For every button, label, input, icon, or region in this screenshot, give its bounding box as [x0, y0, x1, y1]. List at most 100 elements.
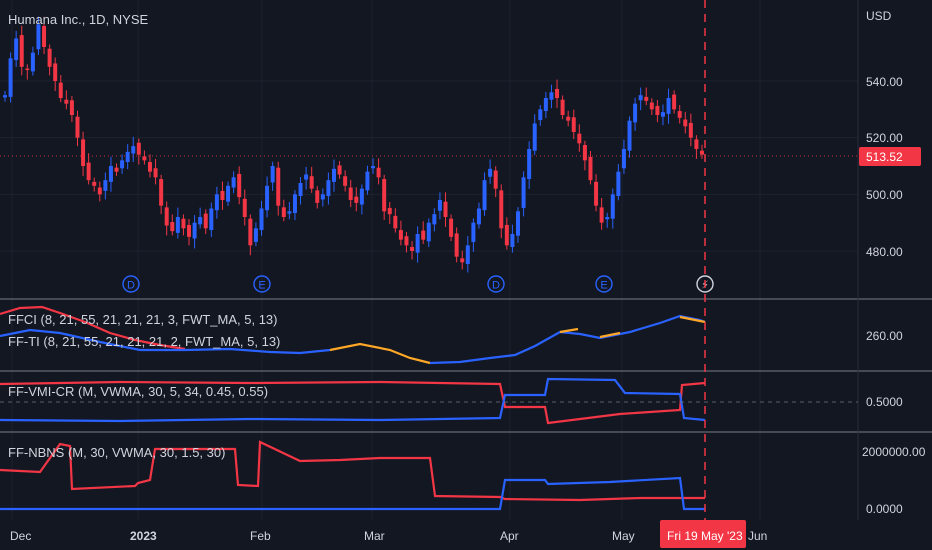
candle-body [58, 82, 63, 98]
event-marker-circle [696, 275, 714, 293]
candle-body [214, 194, 219, 211]
candle-body [488, 168, 493, 177]
candle-body [694, 139, 699, 149]
candle-body [644, 96, 649, 101]
candle-body [14, 38, 19, 61]
candle-body [226, 185, 231, 202]
candle-body [36, 24, 41, 50]
event-marker-label: E [258, 280, 265, 292]
candle-body [443, 201, 448, 217]
date-badge [660, 520, 746, 548]
candle-body [577, 133, 582, 144]
nbns-line-blue [0, 476, 705, 511]
ffti-line-orange [599, 331, 621, 339]
candle-body [153, 168, 158, 178]
vmi-tick: 0.5000 [866, 395, 903, 409]
candle-body [276, 167, 281, 206]
indicator-layer [0, 305, 706, 511]
candle-body [337, 165, 342, 175]
candle-body [259, 208, 264, 231]
candle-body [354, 196, 359, 203]
candle-body [75, 116, 80, 138]
candle-body [700, 150, 704, 155]
candle-body [421, 230, 426, 240]
ffci-line [0, 305, 186, 351]
candle-body [588, 156, 593, 181]
ffti-line [184, 347, 331, 355]
vmi-line-red [0, 380, 706, 425]
candles-layer [3, 16, 704, 273]
candle-body [465, 245, 470, 265]
symbol-title[interactable]: Humana Inc., 1D, NYSE [8, 12, 148, 27]
candle-body [672, 94, 677, 110]
candle-body [281, 207, 286, 217]
candle-body [560, 99, 565, 115]
candle-body [198, 217, 203, 225]
candle-body [120, 160, 125, 169]
candle-body [265, 185, 270, 211]
candle-body [69, 100, 74, 115]
candle-body [192, 222, 197, 239]
ffci-label[interactable]: FFCI (8, 21, 55, 21, 21, 21, 3, FWT_MA, … [8, 312, 278, 327]
x-tick: Jun [748, 529, 767, 543]
candle-body [30, 52, 35, 72]
event-marker[interactable]: E [595, 275, 613, 293]
candle-body [638, 95, 643, 101]
candle-body [242, 198, 247, 217]
candle-body [371, 166, 376, 169]
price-tick: 500.00 [866, 188, 903, 202]
vmi-label[interactable]: FF-VMI-CR (M, VWMA, 30, 5, 34, 0.45, 0.5… [8, 384, 268, 399]
candle-body [460, 258, 465, 263]
candle-body [382, 179, 387, 212]
event-marker-circle [122, 275, 140, 293]
candle-body [97, 187, 102, 195]
candle-body [393, 215, 398, 229]
nbns-label[interactable]: FF-NBNS (M, 30, VWMA, 30, 1.5, 30) [8, 445, 225, 460]
candle-body [627, 120, 632, 151]
event-marker-label: E [600, 280, 607, 292]
candle-body [187, 224, 192, 237]
candle-body [209, 208, 214, 231]
candle-body [571, 117, 576, 132]
event-marker[interactable]: E [253, 275, 271, 293]
candle-body [482, 180, 487, 211]
candle-body [343, 176, 348, 186]
candle-body [47, 48, 52, 67]
candle-body [499, 190, 504, 229]
candle-body [253, 228, 258, 242]
candle-body [376, 167, 381, 178]
price-tick: 480.00 [866, 245, 903, 259]
candle-body [231, 177, 236, 188]
candle-body [538, 109, 543, 121]
x-tick: Apr [500, 529, 519, 543]
event-marker[interactable]: D [122, 275, 140, 293]
candle-body [616, 171, 621, 197]
grid-layer [0, 0, 858, 520]
candle-body [404, 236, 409, 246]
candle-body [493, 170, 498, 189]
candle-body [19, 35, 24, 67]
candle-body [220, 190, 225, 200]
candle-body [181, 218, 186, 229]
candle-body [527, 149, 532, 180]
candle-body [521, 177, 526, 208]
candle-body [398, 230, 403, 240]
candle-body [92, 181, 97, 186]
candle-body [610, 194, 615, 219]
x-tick: 2023 [130, 529, 157, 543]
candle-body [582, 145, 587, 161]
date-badge-text: Fri 19 May '23 [667, 529, 743, 543]
candle-body [415, 234, 420, 253]
event-marker-label: D [127, 280, 135, 292]
candle-body [476, 208, 481, 225]
candle-body [203, 213, 208, 229]
candle-body [432, 214, 437, 225]
candle-body [449, 218, 454, 237]
candle-body [566, 116, 571, 121]
candle-body [649, 102, 654, 110]
event-marker[interactable]: D [487, 275, 505, 293]
ffti-label[interactable]: FF-TI (8, 21, 55, 21, 21, 21, 2, FWT_MA,… [8, 334, 280, 349]
candle-body [348, 187, 353, 200]
nbns-tick: 0.0000 [866, 502, 903, 516]
